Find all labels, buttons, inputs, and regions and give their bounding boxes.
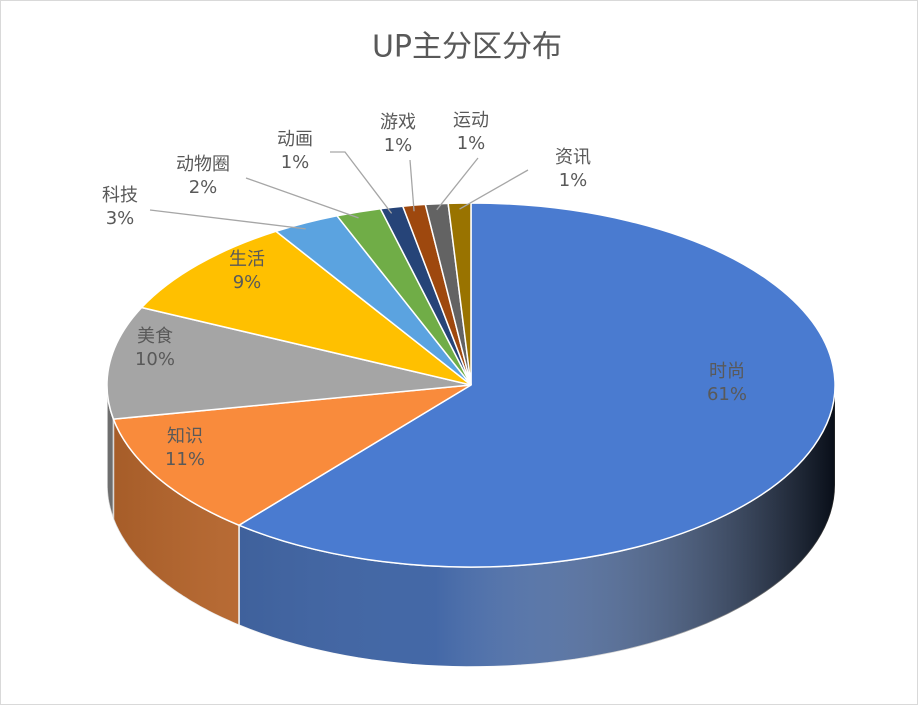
leader-line bbox=[149, 209, 306, 230]
category-label: 动画 bbox=[277, 129, 313, 150]
value-label: 1% bbox=[559, 170, 588, 191]
pie-slice bbox=[140, 230, 472, 386]
value-label: 61% bbox=[707, 384, 747, 405]
pie-slice bbox=[106, 306, 472, 420]
value-label: 10% bbox=[135, 349, 175, 370]
value-label: 3% bbox=[106, 208, 135, 229]
chart-title: UP主分区分布 bbox=[372, 30, 562, 65]
category-label: 知识 bbox=[167, 426, 203, 447]
leader-line bbox=[436, 157, 479, 211]
category-label: 生活 bbox=[229, 249, 265, 270]
category-label: 运动 bbox=[453, 110, 489, 131]
leader-line bbox=[245, 177, 359, 219]
category-label: 科技 bbox=[102, 185, 138, 206]
pie-slice bbox=[112, 384, 472, 527]
pie-slice bbox=[237, 202, 836, 568]
value-label: 2% bbox=[189, 177, 218, 198]
value-label: 1% bbox=[384, 135, 413, 156]
value-label: 9% bbox=[233, 272, 262, 293]
category-label: 资讯 bbox=[555, 147, 591, 168]
category-label: 动物圈 bbox=[176, 154, 230, 175]
category-label: 游戏 bbox=[380, 112, 416, 133]
value-label: 1% bbox=[457, 133, 486, 154]
value-label: 11% bbox=[165, 449, 205, 470]
category-label: 时尚 bbox=[709, 361, 745, 382]
leader-line bbox=[459, 169, 529, 210]
value-label: 1% bbox=[281, 152, 310, 173]
category-label: 美食 bbox=[137, 326, 173, 347]
leader-line bbox=[409, 159, 415, 212]
leader-line bbox=[330, 151, 393, 214]
